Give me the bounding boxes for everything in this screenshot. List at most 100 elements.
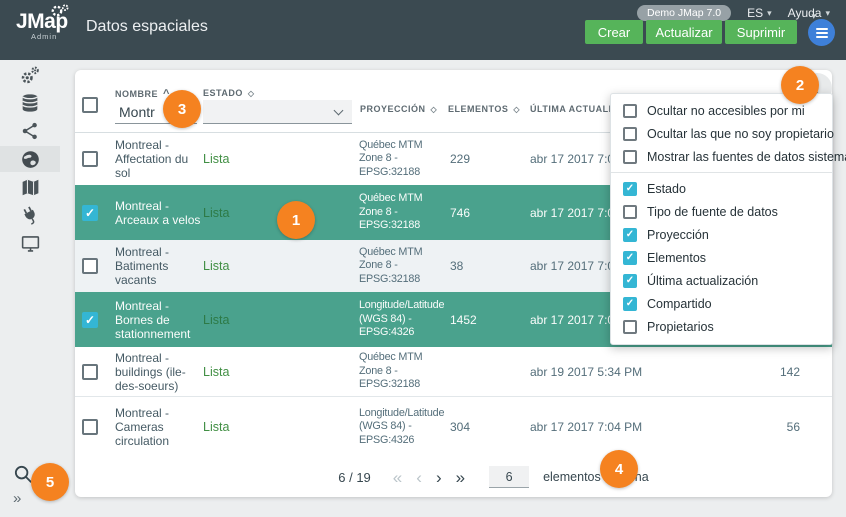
row-elements: 304 — [450, 420, 471, 434]
main-menu-button[interactable] — [808, 19, 835, 46]
delete-button[interactable]: Suprimir — [725, 20, 797, 44]
check-icon: ✓ — [84, 312, 96, 327]
row-checkbox[interactable] — [82, 419, 98, 435]
menu-checkbox — [623, 149, 637, 164]
check-icon: ✓ — [625, 182, 635, 194]
globe-icon — [21, 150, 39, 168]
column-label: ELEMENTOS — [448, 104, 509, 114]
collapse-sidebar-button[interactable]: » — [13, 490, 21, 507]
row-name: Montreal - Arceaux a velos — [115, 198, 201, 227]
sidebar-item-deployment[interactable] — [0, 230, 60, 256]
share-icon — [22, 122, 37, 140]
check-icon: ✓ — [625, 251, 635, 263]
hamburger-icon — [815, 35, 828, 38]
app-bar: JMap Admin Datos espaciales Demo JMap 7.… — [0, 0, 846, 60]
column-header-elementos[interactable]: ELEMENTOS ◇ — [448, 104, 520, 114]
help-menu[interactable]: Ayuda ▾ — [788, 6, 830, 20]
page-title: Datos espaciales — [86, 18, 208, 35]
gears-icon — [21, 66, 39, 84]
menu-checkbox — [623, 319, 637, 334]
hamburger-icon — [815, 31, 828, 34]
menu-item-tipo-fuente[interactable]: Tipo de fuente de datos — [611, 200, 832, 223]
chevron-down-icon — [333, 105, 344, 116]
update-button[interactable]: Actualizar — [646, 20, 722, 44]
row-projection: Longitude/Latitude (WGS 84) - EPSG:4326 — [359, 299, 445, 339]
table-row[interactable]: Montreal - Cameras circulation Lista Lon… — [75, 397, 832, 457]
column-label: ESTADO — [203, 88, 243, 98]
menu-item-label: Proyección — [647, 227, 709, 242]
select-all-checkbox[interactable] — [82, 97, 98, 113]
row-elements: 38 — [450, 259, 464, 273]
items-per-page-input[interactable] — [489, 466, 530, 488]
sort-icon: ◇ — [513, 104, 520, 114]
sidebar-item-settings[interactable] — [0, 62, 60, 88]
menu-item-ocultar-no-accesibles[interactable]: Ocultar no accesibles por mi — [611, 99, 832, 122]
menu-checkbox: ✓ — [623, 181, 637, 196]
column-label: ÚLTIMA ACTUALIZACIÓN — [530, 104, 650, 114]
menu-item-label: Tipo de fuente de datos — [647, 204, 778, 219]
pagination-bar: 6 / 19 « ‹ › » elementos / página — [115, 457, 846, 497]
row-projection: Québec MTM Zone 8 - EPSG:32188 — [359, 245, 423, 285]
menu-item-label: Ocultar las que no soy propietario — [647, 126, 834, 141]
menu-checkbox: ✓ — [623, 296, 637, 311]
menu-checkbox — [623, 103, 637, 118]
row-status: Lista — [203, 364, 230, 379]
caret-down-icon[interactable]: ▾ — [811, 11, 816, 21]
menu-item-elementos[interactable]: ✓ Elementos — [611, 246, 832, 269]
sidebar-item-plugins[interactable] — [0, 202, 60, 228]
language-menu[interactable]: ES ▾ — [747, 6, 772, 20]
menu-item-ocultar-no-propietario[interactable]: Ocultar las que no soy propietario — [611, 122, 834, 145]
row-name: Montreal - Bornes de stationnement — [115, 298, 191, 341]
column-header-nombre[interactable]: NOMBRE ^ — [115, 88, 170, 100]
row-status: Lista — [203, 312, 230, 327]
last-page-button[interactable]: » — [455, 467, 466, 487]
sort-icon: ◇ — [430, 104, 438, 114]
database-icon — [22, 94, 38, 112]
sidebar-item-share[interactable] — [0, 118, 60, 144]
column-header-ultima-actualizacion[interactable]: ÚLTIMA ACTUALIZACIÓN — [530, 104, 649, 114]
previous-page-button[interactable]: ‹ — [416, 467, 422, 487]
row-shared: 56 — [786, 420, 800, 434]
status-filter-select[interactable] — [203, 100, 352, 124]
jmap-logo: JMap Admin — [16, 4, 80, 41]
sort-ascending-icon: ^ — [163, 88, 170, 100]
menu-item-propietarios[interactable]: Propietarios — [611, 315, 832, 338]
caret-down-icon: ▾ — [825, 7, 830, 18]
menu-item-ultima-actualizacion[interactable]: ✓ Última actualización — [611, 269, 832, 292]
check-icon: ✓ — [625, 274, 635, 286]
sidebar-item-spatial-data[interactable] — [0, 146, 60, 172]
menu-item-compartido[interactable]: ✓ Compartido — [611, 292, 832, 315]
row-checkbox[interactable] — [82, 363, 98, 380]
menu-item-label: Ocultar no accesibles por mi — [647, 103, 805, 118]
menu-item-proyeccion[interactable]: ✓ Proyección — [611, 223, 832, 246]
row-status: Lista — [203, 152, 230, 166]
map-icon — [22, 179, 38, 195]
menu-item-mostrar-fuentes-sistema[interactable]: Mostrar las fuentes de datos sistema — [611, 145, 846, 168]
plug-icon — [23, 206, 35, 225]
annotation-badge-3: 3 — [163, 90, 201, 128]
column-header-proyeccion[interactable]: PROYECCIÓN ◇ — [360, 104, 437, 114]
caret-down-icon: ▾ — [767, 7, 772, 18]
row-checkbox[interactable] — [82, 258, 98, 274]
sidebar-item-maps[interactable] — [0, 174, 60, 200]
sidebar-item-data-sources[interactable] — [0, 90, 60, 116]
row-checkbox[interactable]: ✓ — [82, 204, 98, 221]
first-page-button[interactable]: « — [392, 467, 403, 487]
table-row[interactable]: Montreal - buildings (ile-des-soeurs) Li… — [75, 347, 832, 397]
hamburger-icon — [815, 27, 828, 30]
row-elements: 229 — [450, 152, 471, 166]
row-checkbox[interactable]: ✓ — [82, 311, 98, 328]
row-checkbox[interactable] — [82, 151, 98, 167]
next-page-button[interactable]: › — [435, 467, 442, 487]
menu-item-label: Compartido — [647, 296, 712, 311]
row-status: Lista — [203, 259, 230, 273]
menu-item-estado[interactable]: ✓ Estado — [611, 177, 832, 200]
gear-dots-icon — [51, 4, 69, 17]
check-icon: ✓ — [625, 297, 635, 309]
row-projection: Québec MTM Zone 8 - EPSG:32188 — [359, 192, 423, 232]
environment-badge: Demo JMap 7.0 — [636, 5, 732, 21]
create-button[interactable]: Crear — [585, 20, 643, 44]
search-button[interactable] — [12, 463, 34, 490]
row-status: Lista — [203, 420, 230, 434]
column-header-estado[interactable]: ESTADO ◇ — [203, 88, 255, 98]
